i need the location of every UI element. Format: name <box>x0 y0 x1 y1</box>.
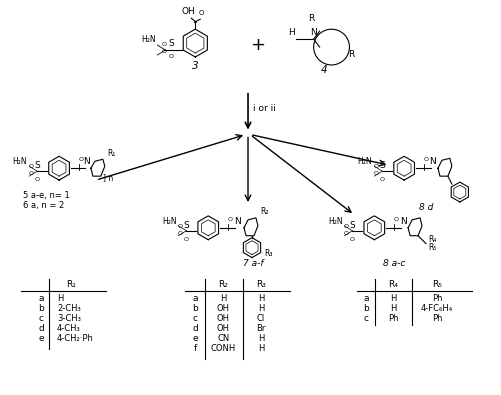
Text: CONH: CONH <box>210 344 236 353</box>
Text: S: S <box>34 161 40 170</box>
Text: d: d <box>192 324 198 333</box>
Text: H: H <box>390 294 396 303</box>
Text: +: + <box>250 36 266 54</box>
Text: 8 d: 8 d <box>419 203 433 212</box>
Text: N: N <box>400 217 406 226</box>
Text: O: O <box>227 217 232 222</box>
Text: 2-CH₃: 2-CH₃ <box>57 304 81 313</box>
Text: b: b <box>192 304 198 313</box>
Text: 4-CH₂·Ph: 4-CH₂·Ph <box>57 334 94 343</box>
Text: O: O <box>423 157 428 162</box>
Text: O: O <box>162 42 167 47</box>
Text: O: O <box>178 231 183 236</box>
Text: O: O <box>35 177 40 182</box>
Text: O: O <box>350 237 355 242</box>
Text: OH: OH <box>216 304 229 313</box>
Text: H: H <box>258 294 264 303</box>
Text: O: O <box>178 224 183 229</box>
Text: O: O <box>394 217 399 222</box>
Text: H₂N: H₂N <box>358 157 372 166</box>
Text: O: O <box>344 224 349 229</box>
Text: Ph: Ph <box>432 314 442 323</box>
Text: 3: 3 <box>192 61 198 71</box>
Text: Ph: Ph <box>388 314 398 323</box>
Text: R₅: R₅ <box>428 243 436 252</box>
Text: O: O <box>184 237 189 242</box>
Text: R₂: R₂ <box>218 280 228 290</box>
Text: Cl: Cl <box>257 314 265 323</box>
Text: R: R <box>309 14 315 23</box>
Text: 4-FC₆H₄: 4-FC₆H₄ <box>421 304 453 313</box>
Text: O: O <box>162 49 167 54</box>
Text: R₃: R₃ <box>264 248 273 258</box>
Text: 7 a-f: 7 a-f <box>243 258 263 267</box>
Text: S: S <box>379 161 385 170</box>
Text: O: O <box>374 164 379 169</box>
Text: O: O <box>198 10 204 16</box>
Text: O: O <box>374 171 379 176</box>
Text: N: N <box>430 157 436 166</box>
Text: O: O <box>79 157 84 162</box>
Text: H: H <box>57 294 64 303</box>
Text: OH: OH <box>216 324 229 333</box>
Text: H: H <box>390 304 396 313</box>
Text: 3-CH₃: 3-CH₃ <box>57 314 81 323</box>
Text: S: S <box>183 221 189 230</box>
Text: H: H <box>220 294 226 303</box>
Text: H: H <box>258 334 264 343</box>
Text: b: b <box>38 304 44 313</box>
Text: e: e <box>192 334 198 343</box>
Text: 4-CH₃: 4-CH₃ <box>57 324 81 333</box>
Text: 5 a-e, n= 1: 5 a-e, n= 1 <box>23 191 70 200</box>
Text: a: a <box>192 294 198 303</box>
Text: H₂N: H₂N <box>141 35 155 44</box>
Text: H₂N: H₂N <box>162 217 176 226</box>
Text: O: O <box>380 177 385 182</box>
Text: Br: Br <box>256 324 266 333</box>
Text: OH: OH <box>181 7 195 16</box>
Text: O: O <box>169 54 174 59</box>
Text: H: H <box>289 28 295 37</box>
Text: S: S <box>168 39 174 48</box>
Text: R₂: R₂ <box>260 207 269 216</box>
Text: 6 a, n = 2: 6 a, n = 2 <box>23 201 65 210</box>
Text: O: O <box>29 171 34 176</box>
Text: N: N <box>310 28 317 37</box>
Text: i or ii: i or ii <box>253 103 276 113</box>
Text: a: a <box>39 294 44 303</box>
Text: e: e <box>39 334 44 343</box>
Text: b: b <box>364 304 369 313</box>
Text: R₄: R₄ <box>388 280 398 290</box>
Text: S: S <box>350 221 355 230</box>
Text: R₃: R₃ <box>256 280 266 290</box>
Text: N: N <box>233 217 240 226</box>
Text: OH: OH <box>216 314 229 323</box>
Text: a: a <box>364 294 369 303</box>
Text: ] n: ] n <box>103 173 113 182</box>
Text: O: O <box>344 231 349 236</box>
Text: 4: 4 <box>321 65 328 75</box>
Text: R₁: R₁ <box>107 149 115 158</box>
Text: O: O <box>29 164 34 169</box>
Text: 8 a-c: 8 a-c <box>383 258 405 267</box>
Text: H₂N: H₂N <box>13 157 27 166</box>
Text: c: c <box>193 314 198 323</box>
Text: d: d <box>38 324 44 333</box>
Text: R₄: R₄ <box>428 235 436 244</box>
Text: c: c <box>364 314 369 323</box>
Text: R₁: R₁ <box>66 280 76 290</box>
Text: f: f <box>194 344 197 353</box>
Text: H: H <box>258 304 264 313</box>
Text: H₂N: H₂N <box>328 217 343 226</box>
Text: c: c <box>39 314 44 323</box>
Text: R₅: R₅ <box>432 280 442 290</box>
Text: Ph: Ph <box>432 294 442 303</box>
Text: H: H <box>258 344 264 353</box>
Text: R: R <box>348 50 355 59</box>
Text: CN: CN <box>217 334 229 343</box>
Text: N: N <box>84 157 90 166</box>
